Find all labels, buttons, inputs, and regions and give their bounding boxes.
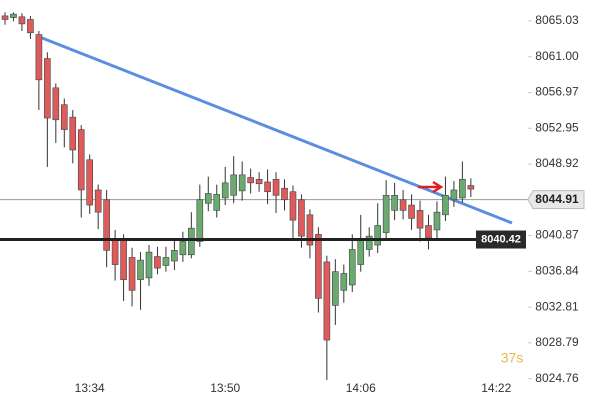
y-tick-label: 8065.03	[535, 13, 579, 27]
candle-body	[10, 13, 17, 18]
x-tick-label: 14:22	[481, 381, 511, 395]
x-tick-label: 13:34	[75, 381, 105, 395]
candle-body	[391, 194, 398, 211]
candle-body	[86, 159, 93, 206]
x-tick-label: 13:50	[210, 381, 240, 395]
candle-body	[255, 179, 263, 185]
y-tick-label: 8040.87	[535, 228, 579, 242]
candle-body	[94, 189, 102, 213]
candle-body	[408, 204, 415, 219]
candle-body	[154, 256, 161, 269]
candle-body	[179, 241, 187, 256]
candle-body	[315, 234, 322, 299]
candle-body	[111, 239, 119, 265]
candle-body	[213, 194, 221, 211]
level-label: 8040.42	[481, 233, 521, 245]
candle-body	[289, 191, 297, 221]
candle-body	[77, 129, 85, 191]
candle-body	[433, 211, 441, 231]
candle-body	[416, 210, 424, 229]
candle-body	[450, 189, 458, 201]
candle-body	[332, 271, 339, 306]
y-tick-label: 8052.95	[535, 120, 579, 134]
candle-body	[264, 181, 271, 193]
candle-body	[171, 250, 178, 262]
candle-body	[162, 257, 170, 266]
candle-body	[247, 177, 254, 184]
candle-body	[204, 193, 212, 204]
candle-body	[18, 16, 26, 25]
current-price-box	[527, 190, 585, 210]
candle-body	[357, 239, 365, 265]
candle-body	[27, 19, 34, 34]
candle-body	[60, 104, 68, 130]
y-tick-label: 8024.76	[535, 371, 579, 385]
y-tick-label: 8048.92	[535, 156, 579, 170]
candle-body	[340, 273, 348, 291]
candle-body	[137, 259, 144, 280]
candle-body	[272, 179, 280, 196]
candle-body	[221, 182, 229, 199]
candle-body	[467, 185, 475, 190]
candle-body	[459, 179, 466, 199]
candle-body	[348, 249, 356, 286]
arrow-marker	[418, 180, 444, 194]
candle-body	[35, 34, 43, 81]
candle-body	[145, 251, 153, 279]
candle-body	[281, 187, 288, 201]
candle-body	[120, 239, 127, 280]
y-tick-label: 8032.81	[535, 299, 579, 313]
candle-body	[196, 199, 204, 242]
candle-body	[382, 194, 390, 233]
candle-body	[365, 235, 373, 250]
candle-body	[188, 227, 195, 256]
y-tick-label: 8036.84	[535, 263, 579, 277]
candle-body	[306, 214, 314, 246]
candle-body	[230, 174, 237, 196]
y-tick-label: 8028.79	[535, 335, 579, 349]
candle-body	[399, 199, 407, 211]
candle-body	[1, 15, 9, 20]
candle-body	[298, 199, 305, 237]
candle-body	[52, 87, 60, 121]
current-price-label: 8044.91	[535, 192, 579, 206]
candle-body	[425, 225, 432, 239]
y-tick-label: 8061.00	[535, 49, 579, 63]
candle-body	[128, 257, 136, 291]
candle-body	[442, 194, 449, 216]
candle-body	[323, 261, 331, 341]
y-tick-label: 8056.97	[535, 85, 579, 99]
candle-body	[238, 174, 246, 192]
candles	[0, 12, 528, 381]
trend-line	[36, 34, 513, 225]
candle-body	[44, 58, 51, 119]
candle-body	[69, 116, 77, 151]
x-tick-label: 14:06	[346, 381, 376, 395]
candle-body	[374, 225, 381, 246]
timer: 37s	[501, 350, 524, 366]
level-box	[476, 230, 526, 249]
candle-body	[103, 199, 110, 251]
